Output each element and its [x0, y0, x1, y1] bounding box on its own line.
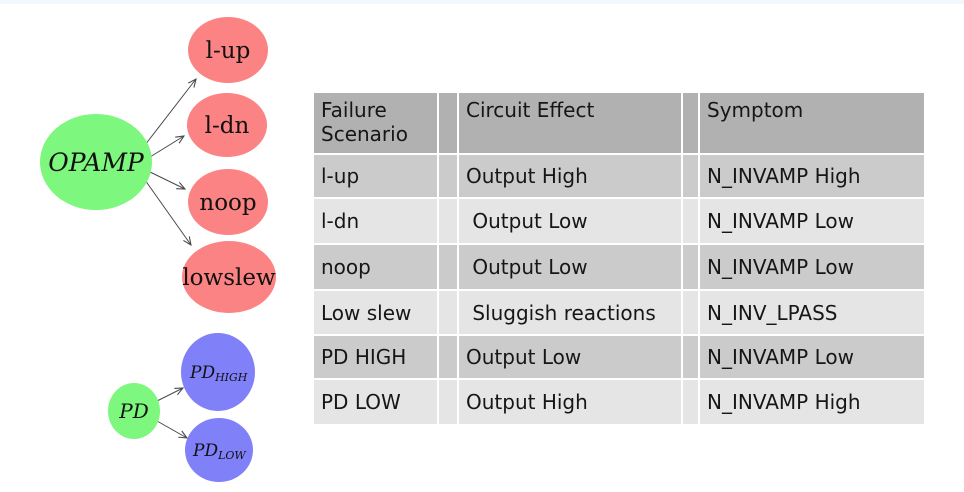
edge-opamp-to-lowslew [144, 179, 191, 245]
cell-symptom: N_INVAMP Low [700, 245, 924, 289]
node-opamp-label: OPAMP [48, 148, 145, 177]
cell-effect: Output High [459, 155, 681, 197]
node-pd-high-label: PDHIGH [189, 363, 248, 384]
pd-low-subscript: LOW [217, 449, 247, 462]
fault-tree-diagram: OPAMP l-up l-dn noop lowslew PD PDHIGH P… [40, 17, 276, 482]
cell-symptom: N_INVAMP Low [700, 336, 924, 378]
cell-effect: Sluggish reactions [459, 291, 681, 334]
node-lup [188, 17, 268, 83]
cell-effect: Output Low [459, 199, 681, 243]
failure-table: Failure Scenario Circuit Effect Symptom … [314, 93, 924, 424]
node-ldn-label: l-dn [205, 113, 250, 139]
header-circuit-effect: Circuit Effect [459, 93, 681, 153]
header-spacer-2 [683, 93, 698, 153]
node-pd-low-label: PDLOW [192, 441, 247, 462]
edge-pd-to-pdlow [156, 420, 187, 438]
node-pd [108, 383, 160, 439]
cell-spacer [439, 291, 457, 334]
opamp-tree: OPAMP l-up l-dn noop lowslew [40, 17, 276, 313]
node-pd-high [181, 333, 255, 411]
cell-spacer [683, 291, 698, 334]
cell-scenario: noop [314, 245, 437, 289]
node-lowslew [182, 241, 276, 313]
node-lup-label: l-up [206, 38, 251, 64]
cell-spacer [439, 155, 457, 197]
cell-scenario: l-dn [314, 199, 437, 243]
cell-symptom: N_INVAMP Low [700, 199, 924, 243]
pd-high-base: PD [189, 363, 215, 383]
header-symptom: Symptom [700, 93, 924, 153]
node-noop-label: noop [199, 190, 256, 216]
cell-spacer [683, 380, 698, 424]
header-spacer-1 [439, 93, 457, 153]
node-pd-label: PD [118, 399, 149, 423]
node-pd-low [185, 418, 253, 482]
cell-spacer [683, 245, 698, 289]
node-lowslew-label: lowslew [182, 265, 276, 291]
pd-low-base: PD [192, 441, 218, 461]
cell-scenario: Low slew [314, 291, 437, 334]
cell-scenario: PD HIGH [314, 336, 437, 378]
cell-spacer [439, 245, 457, 289]
edge-pd-to-pdhigh [156, 388, 183, 402]
cell-effect: Output High [459, 380, 681, 424]
header-failure-scenario: Failure Scenario [314, 93, 437, 153]
pd-tree: PD PDHIGH PDLOW [108, 333, 255, 482]
cell-spacer [439, 199, 457, 243]
cell-symptom: N_INVAMP High [700, 380, 924, 424]
node-opamp [40, 114, 152, 210]
cell-effect: Output Low [459, 336, 681, 378]
cell-spacer [683, 199, 698, 243]
cell-symptom: N_INVAMP High [700, 155, 924, 197]
cell-effect: Output Low [459, 245, 681, 289]
cell-scenario: l-up [314, 155, 437, 197]
cell-scenario: PD LOW [314, 380, 437, 424]
node-ldn [187, 93, 267, 157]
cell-symptom: N_INV_LPASS [700, 291, 924, 334]
cell-spacer [439, 380, 457, 424]
window-top-strip [0, 0, 964, 4]
pd-high-subscript: HIGH [214, 371, 248, 384]
node-noop [188, 169, 268, 235]
edge-opamp-to-lup [144, 79, 196, 146]
cell-spacer [683, 336, 698, 378]
edge-opamp-to-noop [149, 171, 185, 189]
cell-spacer [683, 155, 698, 197]
edge-opamp-to-ldn [149, 136, 184, 158]
cell-spacer [439, 336, 457, 378]
